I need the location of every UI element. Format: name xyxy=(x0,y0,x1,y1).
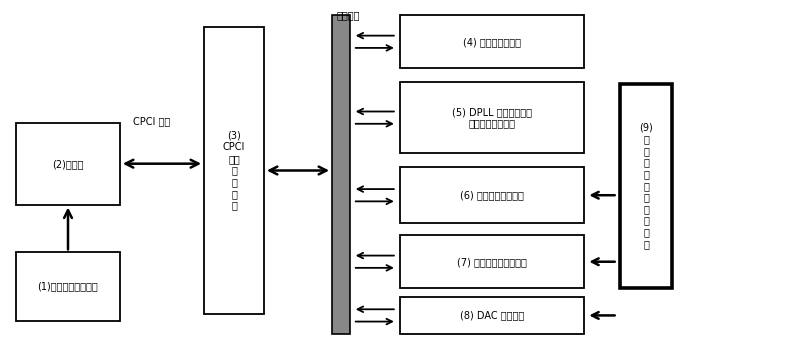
Text: (2)主控机: (2)主控机 xyxy=(52,159,84,169)
Bar xyxy=(16,252,120,321)
Text: (9)
低
压
差
高
稳
态
电
源
电
路: (9) 低 压 差 高 稳 态 电 源 电 路 xyxy=(639,123,653,249)
Bar xyxy=(400,15,584,68)
Bar xyxy=(400,82,584,153)
Bar xyxy=(620,84,672,288)
Text: CPCI 总线: CPCI 总线 xyxy=(134,116,170,126)
Text: (3)
CPCI
总线
接
口
电
路: (3) CPCI 总线 接 口 电 路 xyxy=(223,131,245,210)
Text: (7) 可编程同步延迟电路: (7) 可编程同步延迟电路 xyxy=(457,257,527,267)
Bar xyxy=(400,235,584,288)
Text: (4) 存储器管理电路: (4) 存储器管理电路 xyxy=(463,37,521,47)
Bar xyxy=(332,15,350,334)
Text: (5) DPLL 时钟发生及可
编程时钟分配电路: (5) DPLL 时钟发生及可 编程时钟分配电路 xyxy=(452,107,532,129)
Bar xyxy=(16,123,120,205)
Bar xyxy=(400,297,584,334)
Text: 内部总线: 内部总线 xyxy=(336,10,360,20)
Text: (1)面板按键控制电路: (1)面板按键控制电路 xyxy=(38,281,98,292)
Bar xyxy=(204,27,264,314)
Text: (8) DAC 控制电路: (8) DAC 控制电路 xyxy=(460,310,524,321)
Text: (6) 同步信号产生电路: (6) 同步信号产生电路 xyxy=(460,190,524,200)
Bar xyxy=(400,167,584,223)
